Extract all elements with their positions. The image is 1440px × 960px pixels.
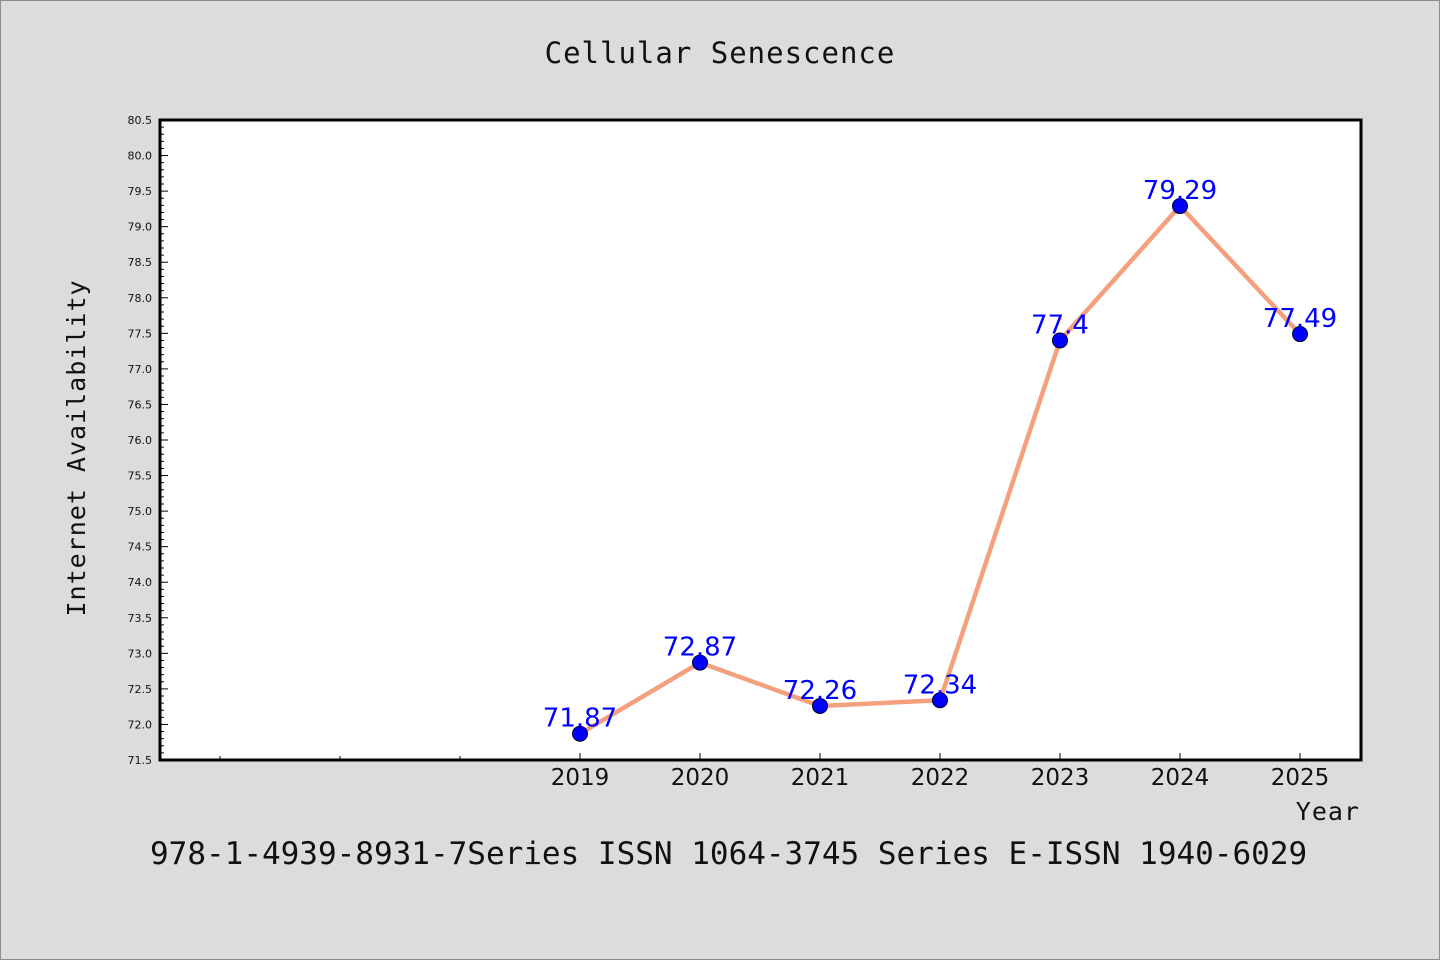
y-tick-label: 80.5	[128, 114, 153, 127]
x-tick-label: 2021	[791, 765, 850, 791]
y-tick-label: 73.5	[128, 612, 153, 625]
y-tick-label: 76.5	[128, 398, 153, 411]
plot-area	[158, 118, 1363, 762]
y-tick-label: 78.0	[128, 292, 153, 305]
y-tick-label: 73.0	[128, 647, 153, 660]
data-point	[1172, 198, 1188, 215]
y-tick-label: 76.0	[128, 434, 153, 447]
x-axis-tick-labels: 2019 2020 2021 2022 2023 2024 2025	[551, 765, 1330, 791]
x-tick-label: 2025	[1271, 765, 1330, 791]
y-axis-title: Internet Availability	[62, 279, 91, 616]
y-tick-label: 71.5	[128, 754, 153, 767]
data-label: 77.49	[1263, 304, 1337, 334]
y-tick-label: 80.0	[128, 150, 153, 163]
data-point	[692, 654, 708, 671]
data-point-markers	[572, 198, 1308, 742]
data-label: 71.87	[543, 704, 617, 734]
x-tick-label: 2023	[1031, 765, 1090, 791]
data-label: 79.29	[1143, 176, 1217, 206]
data-point	[1292, 326, 1308, 343]
y-tick-label: 79.0	[128, 221, 153, 234]
data-label: 72.87	[663, 633, 737, 663]
x-tick-label: 2019	[551, 765, 610, 791]
data-point	[812, 697, 828, 714]
y-axis-ticks	[160, 119, 168, 761]
data-point	[1052, 332, 1068, 349]
x-tick-label: 2022	[911, 765, 970, 791]
data-label: 77.4	[1031, 310, 1089, 340]
footer-text: 978-1-4939-8931-7Series ISSN 1064-3745 S…	[150, 836, 1307, 872]
x-tick-label: 2024	[1151, 765, 1210, 791]
data-point	[572, 725, 588, 742]
y-tick-label: 77.5	[128, 327, 153, 340]
data-label: 72.34	[903, 670, 977, 700]
x-tick-label: 2020	[671, 765, 730, 791]
y-tick-label: 74.0	[128, 576, 153, 589]
y-tick-label: 77.0	[128, 363, 153, 376]
data-labels: 71.87 72.87 72.26 72.34 77.4 79.29 77.49	[543, 176, 1337, 734]
y-axis-tick-labels: 71.5 72.0 72.5 73.0 73.5 74.0 74.5 75.0 75.5 76.0…	[128, 114, 153, 767]
y-tick-label: 72.5	[128, 683, 153, 696]
y-tick-label: 75.5	[128, 470, 153, 483]
y-tick-label: 79.5	[128, 185, 153, 198]
x-axis-title: Year	[1296, 797, 1360, 826]
y-tick-label: 74.5	[128, 541, 153, 554]
data-label: 72.26	[783, 676, 857, 706]
data-point	[932, 692, 948, 709]
chart-title: Cellular Senescence	[545, 36, 896, 70]
y-tick-label: 75.0	[128, 505, 153, 518]
y-tick-label: 78.5	[128, 256, 153, 269]
y-tick-label: 72.0	[128, 718, 153, 731]
x-axis-ticks	[219, 753, 1301, 760]
